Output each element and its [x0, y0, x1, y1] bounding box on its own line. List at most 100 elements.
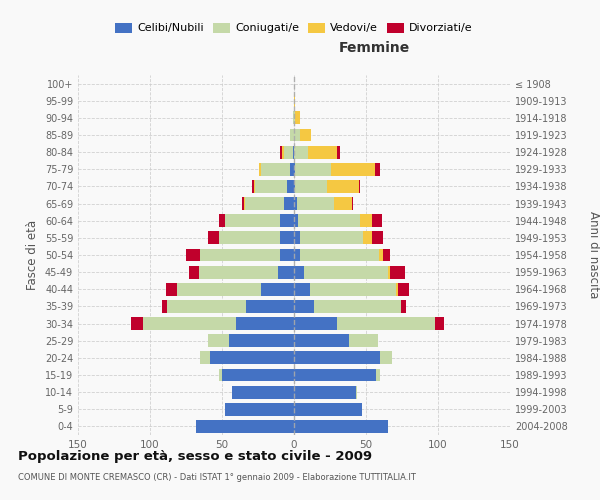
- Bar: [199, 266, 278, 278]
- Y-axis label: Fasce di età: Fasce di età: [26, 220, 39, 290]
- Bar: [372, 232, 383, 244]
- Bar: [356, 386, 358, 398]
- Bar: [376, 368, 380, 382]
- Bar: [294, 180, 295, 193]
- Bar: [337, 146, 340, 158]
- Bar: [374, 163, 380, 175]
- Bar: [283, 146, 284, 158]
- Bar: [219, 214, 225, 227]
- Bar: [295, 163, 331, 175]
- Text: Popolazione per età, sesso e stato civile - 2009: Popolazione per età, sesso e stato civil…: [18, 450, 372, 463]
- Bar: [284, 197, 294, 210]
- Text: COMUNE DI MONTE CREMASCO (CR) - Dati ISTAT 1° gennaio 2009 - Elaborazione TUTTIT: COMUNE DI MONTE CREMASCO (CR) - Dati IST…: [18, 472, 416, 482]
- Bar: [391, 266, 405, 278]
- Bar: [131, 317, 143, 330]
- Bar: [294, 232, 300, 244]
- Bar: [359, 180, 360, 193]
- Bar: [294, 300, 314, 313]
- Bar: [363, 232, 372, 244]
- Bar: [314, 300, 401, 313]
- Bar: [259, 163, 261, 175]
- Bar: [255, 180, 287, 193]
- Bar: [229, 334, 294, 347]
- Bar: [294, 403, 362, 415]
- Bar: [208, 334, 229, 347]
- Bar: [294, 266, 304, 278]
- Bar: [398, 283, 409, 296]
- Bar: [178, 283, 261, 296]
- Bar: [308, 146, 337, 158]
- Bar: [280, 232, 294, 244]
- Text: Femmine: Femmine: [338, 41, 410, 55]
- Bar: [236, 317, 294, 330]
- Bar: [208, 232, 219, 244]
- Bar: [189, 266, 199, 278]
- Bar: [388, 266, 391, 278]
- Bar: [298, 214, 360, 227]
- Bar: [295, 180, 327, 193]
- Bar: [294, 214, 298, 227]
- Bar: [294, 420, 388, 433]
- Bar: [280, 146, 283, 158]
- Bar: [297, 197, 334, 210]
- Bar: [200, 352, 211, 364]
- Bar: [290, 163, 294, 175]
- Bar: [167, 300, 247, 313]
- Bar: [294, 317, 337, 330]
- Bar: [349, 334, 377, 347]
- Bar: [261, 283, 294, 296]
- Bar: [396, 283, 398, 296]
- Bar: [290, 128, 294, 141]
- Bar: [401, 300, 406, 313]
- Bar: [225, 403, 294, 415]
- Bar: [252, 180, 254, 193]
- Bar: [435, 317, 444, 330]
- Bar: [143, 317, 236, 330]
- Bar: [211, 352, 294, 364]
- Bar: [294, 334, 349, 347]
- Bar: [242, 197, 244, 210]
- Bar: [284, 146, 293, 158]
- Bar: [244, 197, 245, 210]
- Bar: [287, 180, 294, 193]
- Bar: [294, 128, 300, 141]
- Bar: [247, 300, 294, 313]
- Bar: [294, 112, 295, 124]
- Bar: [380, 352, 392, 364]
- Bar: [225, 214, 280, 227]
- Legend: Celibi/Nubili, Coniugati/e, Vedovi/e, Divorziati/e: Celibi/Nubili, Coniugati/e, Vedovi/e, Di…: [115, 22, 473, 34]
- Y-axis label: Anni di nascita: Anni di nascita: [587, 212, 600, 298]
- Bar: [294, 197, 297, 210]
- Bar: [372, 214, 382, 227]
- Bar: [300, 232, 363, 244]
- Bar: [300, 248, 379, 262]
- Bar: [261, 163, 290, 175]
- Bar: [360, 214, 372, 227]
- Bar: [280, 214, 294, 227]
- Bar: [161, 300, 167, 313]
- Bar: [294, 283, 310, 296]
- Bar: [254, 180, 255, 193]
- Bar: [294, 163, 295, 175]
- Bar: [295, 112, 300, 124]
- Bar: [186, 248, 200, 262]
- Bar: [300, 128, 311, 141]
- Bar: [219, 232, 280, 244]
- Bar: [222, 368, 294, 382]
- Bar: [334, 197, 352, 210]
- Bar: [294, 94, 295, 107]
- Bar: [293, 112, 294, 124]
- Bar: [310, 283, 396, 296]
- Bar: [294, 146, 308, 158]
- Bar: [293, 146, 294, 158]
- Bar: [278, 266, 294, 278]
- Bar: [232, 386, 294, 398]
- Bar: [337, 317, 435, 330]
- Bar: [294, 248, 300, 262]
- Bar: [379, 248, 383, 262]
- Bar: [166, 283, 178, 296]
- Bar: [245, 197, 284, 210]
- Bar: [196, 420, 294, 433]
- Bar: [294, 386, 356, 398]
- Bar: [294, 368, 376, 382]
